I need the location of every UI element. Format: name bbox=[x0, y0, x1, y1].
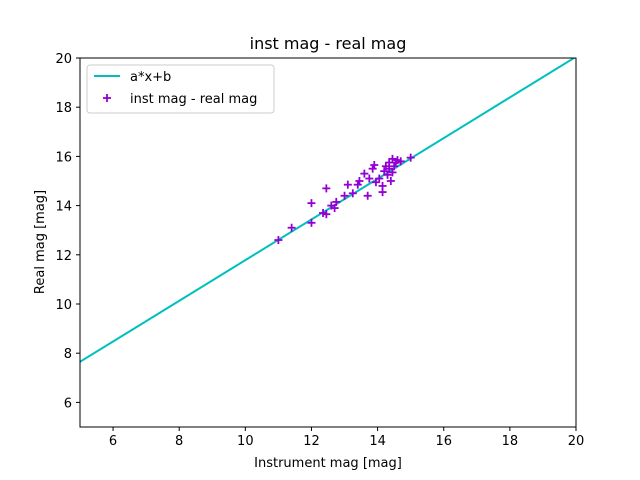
data-point bbox=[322, 210, 331, 219]
y-tick-label: 10 bbox=[55, 298, 72, 313]
data-point bbox=[383, 170, 392, 179]
x-axis-label: Instrument mag [mag] bbox=[254, 456, 402, 471]
legend-box bbox=[86, 64, 275, 114]
x-tick-label: 10 bbox=[237, 434, 254, 449]
x-tick-label: 16 bbox=[435, 434, 452, 449]
y-tick-label: 12 bbox=[55, 249, 72, 264]
chart-title: inst mag - real mag bbox=[250, 34, 407, 53]
data-point bbox=[330, 204, 339, 213]
data-point bbox=[388, 168, 397, 177]
data-point bbox=[370, 161, 379, 170]
y-tick-label: 16 bbox=[55, 150, 72, 165]
x-tick-label: 20 bbox=[568, 434, 585, 449]
fit-line bbox=[80, 58, 576, 363]
legend: a*x+b inst mag - real mag bbox=[86, 64, 275, 114]
data-point bbox=[348, 189, 357, 198]
data-point bbox=[322, 184, 331, 193]
data-point bbox=[368, 164, 377, 173]
y-tick-label: 20 bbox=[55, 52, 72, 67]
data-point bbox=[274, 236, 283, 245]
data-point bbox=[375, 174, 384, 183]
y-tick-label: 6 bbox=[64, 396, 72, 411]
data-point bbox=[287, 223, 296, 232]
data-point bbox=[363, 191, 372, 200]
data-point bbox=[396, 157, 405, 166]
data-point bbox=[378, 181, 387, 190]
x-tick-label: 8 bbox=[175, 434, 183, 449]
x-tick-label: 18 bbox=[502, 434, 519, 449]
legend-marker-swatch bbox=[103, 94, 111, 102]
data-point bbox=[343, 180, 352, 189]
legend-label-scatter: inst mag - real mag bbox=[130, 92, 257, 107]
data-point bbox=[390, 162, 399, 171]
y-axis: 6 8 10 12 14 16 18 20 bbox=[55, 52, 80, 411]
data-point bbox=[340, 191, 349, 200]
data-point bbox=[406, 153, 415, 162]
y-tick-label: 14 bbox=[55, 200, 72, 215]
legend-plus-marker bbox=[103, 94, 111, 102]
data-point bbox=[307, 218, 316, 227]
data-point bbox=[307, 199, 316, 208]
y-axis-label: Real mag [mag] bbox=[33, 190, 48, 294]
x-tick-label: 14 bbox=[369, 434, 386, 449]
y-tick-label: 8 bbox=[64, 347, 72, 362]
data-point bbox=[355, 177, 364, 185]
data-point bbox=[360, 169, 369, 178]
x-axis: 6 8 10 12 14 16 18 20 bbox=[109, 427, 584, 449]
data-point bbox=[386, 177, 395, 185]
plot-frame bbox=[79, 57, 577, 428]
data-point bbox=[332, 197, 341, 206]
data-point bbox=[365, 174, 374, 183]
legend-label-line: a*x+b bbox=[130, 70, 171, 85]
x-tick-label: 6 bbox=[109, 434, 117, 449]
data-point bbox=[353, 180, 362, 189]
x-tick-label: 12 bbox=[303, 434, 320, 449]
y-tick-label: 18 bbox=[55, 101, 72, 116]
plot-area bbox=[80, 58, 576, 363]
